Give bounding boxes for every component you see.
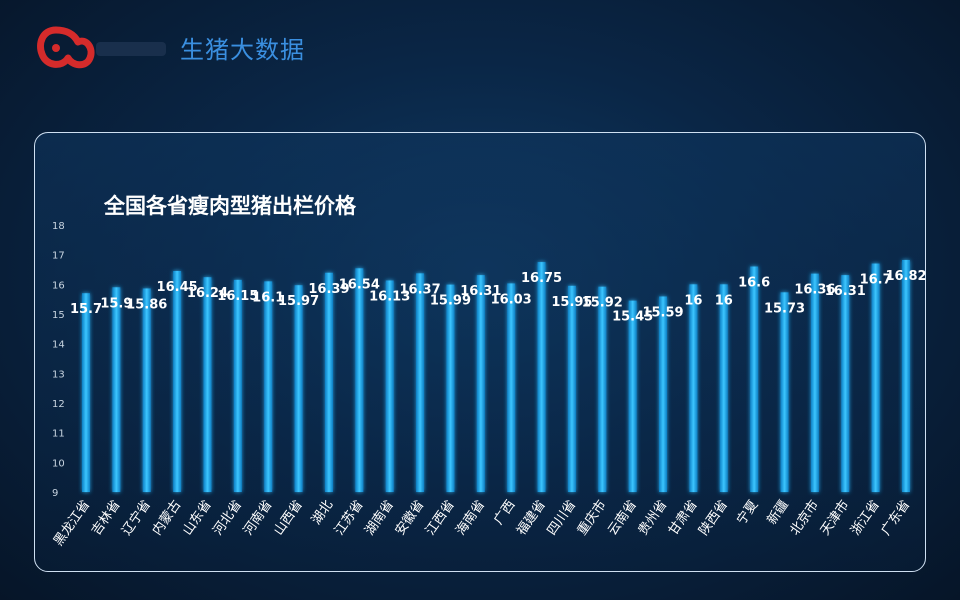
category-label: 天津市	[817, 497, 852, 538]
category-label: 江苏省	[331, 497, 366, 538]
category-label: 海南省	[453, 497, 488, 538]
data-label: 16.45	[157, 280, 198, 295]
bar-23	[780, 292, 789, 492]
data-label: 15.86	[126, 297, 167, 312]
data-label: 15.99	[430, 294, 471, 309]
data-label: 15.59	[642, 305, 683, 320]
category-label: 江西省	[423, 498, 458, 539]
bar-15	[537, 262, 546, 492]
category-label: 山东省	[180, 498, 215, 539]
data-label: 16.82	[885, 269, 926, 284]
y-tick-label: 17	[52, 251, 65, 262]
data-label: 16	[684, 293, 702, 308]
bar-20	[689, 284, 698, 492]
bar-1	[112, 287, 121, 492]
category-label: 河北省	[210, 498, 245, 539]
bar-4	[203, 277, 212, 492]
category-label: 云南省	[604, 497, 639, 538]
data-label: 15.92	[582, 296, 623, 311]
data-label: 16.31	[825, 284, 866, 299]
bar-11	[416, 273, 425, 492]
category-label: 广东省	[879, 498, 914, 539]
category-label: 北京市	[787, 497, 822, 538]
category-label: 浙江省	[848, 498, 883, 539]
bar-21	[719, 284, 728, 492]
pig-logo-icon	[37, 26, 166, 69]
bar-3	[173, 270, 182, 492]
y-tick-label: 14	[52, 340, 65, 351]
category-label: 山西省	[271, 498, 306, 539]
bar-18	[628, 300, 637, 492]
category-label: 安徽省	[393, 498, 428, 539]
data-label: 15.73	[764, 301, 805, 316]
y-tick-label: 18	[52, 221, 65, 232]
data-label: 16.13	[369, 289, 410, 304]
y-tick-label: 11	[52, 429, 65, 440]
bar-19	[659, 296, 668, 492]
category-label: 湖北	[309, 498, 336, 528]
category-label: 宁夏	[733, 497, 761, 527]
bar-6	[264, 281, 273, 492]
bar-25	[841, 275, 850, 492]
y-tick-label: 12	[52, 399, 65, 410]
bar-9	[355, 268, 364, 492]
category-label: 重庆市	[574, 497, 609, 538]
bar-8	[324, 272, 333, 492]
category-label: 辽宁省	[119, 497, 154, 538]
category-label: 贵州省	[636, 498, 671, 539]
data-label: 16.39	[308, 282, 349, 297]
bar-16	[567, 285, 576, 492]
y-tick-label: 9	[52, 488, 58, 499]
bar-24	[810, 273, 819, 492]
data-label: 16.37	[400, 282, 441, 297]
data-label: 16.31	[460, 284, 501, 299]
data-label: 16.7	[860, 273, 892, 288]
category-label: 新疆	[764, 497, 792, 527]
data-label: 16.54	[339, 277, 380, 292]
bar-2	[142, 288, 151, 492]
data-label: 16.36	[794, 283, 835, 298]
bar-26	[871, 263, 880, 492]
y-tick-label: 15	[52, 310, 65, 321]
page-header: 生猪大数据	[0, 0, 960, 80]
category-label: 内蒙古	[149, 497, 184, 538]
bar-27	[902, 260, 910, 492]
data-label: 15.45	[612, 310, 653, 325]
bar-17	[598, 286, 607, 492]
category-label: 湖南省	[361, 497, 396, 538]
bar-5	[233, 279, 242, 492]
chart-title: 全国各省瘦肉型猪出栏价格	[104, 193, 356, 218]
y-tick-label: 13	[52, 369, 65, 380]
category-label: 甘肃省	[666, 498, 701, 539]
data-label: 16.24	[187, 286, 228, 301]
data-label: 16.03	[491, 292, 532, 307]
bar-7	[294, 285, 303, 492]
category-label: 陕西省	[696, 498, 731, 539]
category-label: 四川省	[545, 498, 580, 539]
bar-13	[476, 275, 485, 492]
data-label: 16.6	[738, 276, 770, 291]
data-label: 15.7	[70, 302, 102, 317]
category-label: 黑龙江省	[51, 498, 93, 549]
brand-title: 生猪大数据	[180, 36, 305, 64]
data-label: 15.97	[278, 294, 319, 309]
data-label: 16	[715, 293, 733, 308]
category-label: 吉林省	[89, 498, 124, 539]
category-label: 广西	[491, 498, 518, 528]
y-tick-label: 16	[52, 280, 65, 291]
bar-14	[507, 283, 516, 492]
y-tick-label: 10	[52, 458, 65, 469]
data-label: 16.75	[521, 271, 562, 286]
category-label: 河南省	[240, 497, 275, 538]
data-label: 15.95	[551, 295, 592, 310]
data-label: 16.1	[252, 290, 284, 305]
bar-12	[446, 284, 455, 492]
category-label: 福建省	[514, 498, 549, 539]
data-label: 15.9	[100, 296, 132, 311]
data-label: 16.15	[217, 289, 258, 304]
bar-10	[385, 280, 394, 492]
bar-22	[750, 266, 759, 492]
bar-0	[82, 293, 90, 492]
